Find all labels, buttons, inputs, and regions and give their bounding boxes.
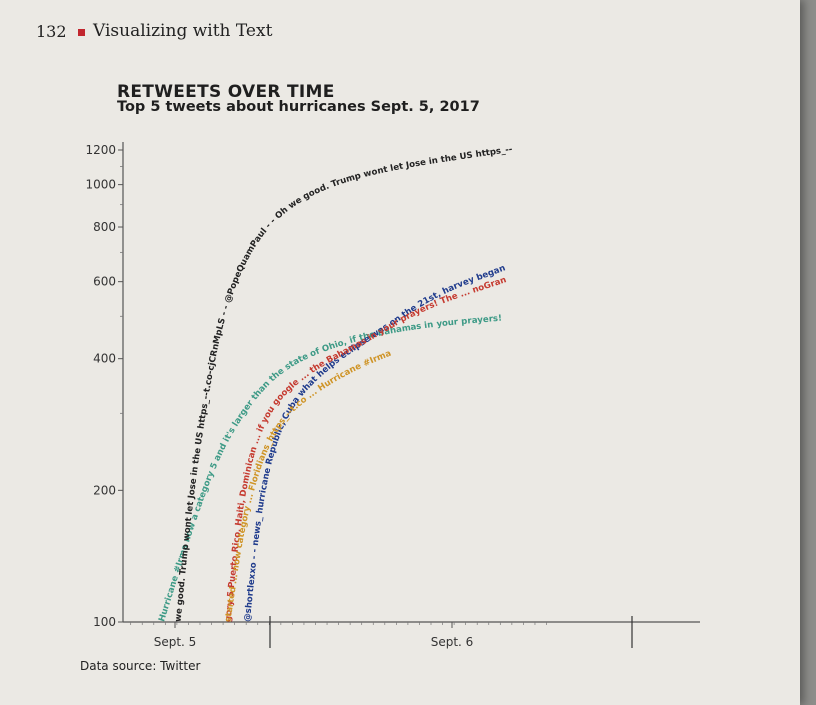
y-tick-label: 400: [93, 352, 116, 366]
series-lines: Hurricane #Irma now a category 5 and it'…: [0, 0, 514, 623]
y-tick-label: 1000: [85, 178, 116, 192]
y-tick-label: 1200: [85, 143, 116, 157]
data-source-note: Data source: Twitter: [80, 659, 201, 673]
header-bullet-mark: [78, 29, 85, 36]
chart-subtitle: Top 5 tweets about hurricanes Sept. 5, 2…: [117, 99, 480, 115]
series-path: [181, 152, 513, 622]
chart-axes: 100 200 400 600 800 1000 1200 Sept. 5 Sept. 6: [85, 142, 700, 649]
y-tick-label: 200: [93, 483, 116, 497]
chart-title: RETWEETS OVER TIME: [117, 82, 335, 102]
series-text-path: @shortlexxo - - news_ hurricane Republic…: [0, 0, 510, 622]
x-tick-label: Sept. 5: [154, 635, 197, 649]
page-number: 132: [36, 22, 67, 41]
y-tick-label: 800: [93, 220, 116, 234]
x-tick-label: Sept. 6: [431, 635, 474, 649]
y-tick-label: 100: [93, 615, 116, 629]
y-tick-label: 600: [93, 275, 116, 289]
page-header-title: Visualizing with Text: [93, 21, 273, 41]
series-text-line: @shortlexxo - - news_ hurricane Republic…: [0, 0, 510, 622]
